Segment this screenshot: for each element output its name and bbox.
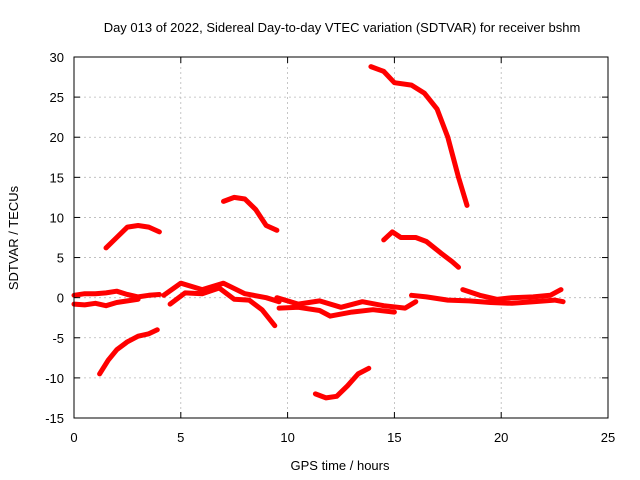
- series-arc-top: [368, 64, 470, 208]
- y-tick-label: -10: [45, 371, 64, 386]
- series-arc-mid-b: [167, 285, 278, 329]
- series-arc-baseline-d: [276, 304, 397, 319]
- x-tick-label: 5: [177, 430, 184, 445]
- series-arc-baseline-b: [71, 296, 141, 309]
- y-tick-label: 0: [57, 291, 64, 306]
- series-arc-baseline-f: [460, 287, 564, 302]
- series-arc-upper-right: [381, 229, 461, 270]
- y-tick-label: 20: [50, 130, 64, 145]
- series-arc-baseline-e: [409, 292, 566, 306]
- x-tick-label: 15: [387, 430, 401, 445]
- y-tick-label: -5: [52, 331, 64, 346]
- y-tick-label: 10: [50, 210, 64, 225]
- series-arc-baseline-a: [71, 288, 162, 300]
- series-arc-baseline-c: [274, 295, 419, 311]
- series-arc-upper-mid: [221, 194, 280, 233]
- series-layer: [71, 64, 566, 401]
- chart-title: Day 013 of 2022, Sidereal Day-to-day VTE…: [104, 20, 581, 35]
- plot-frame: [73, 56, 609, 419]
- series-arc-mid-a: [161, 280, 282, 305]
- y-tick-label: 30: [50, 50, 64, 65]
- x-axis-label: GPS time / hours: [291, 458, 390, 473]
- y-tick-label: 15: [50, 170, 64, 185]
- x-tick-label: 0: [70, 430, 77, 445]
- y-tick-label: 5: [57, 251, 64, 266]
- tick-layer: 0 5 10 15 20 25 30 25 20 15 10 5 0 -5 -10 -15: [45, 50, 615, 445]
- x-tick-label: 25: [601, 430, 615, 445]
- y-tick-label: -15: [45, 411, 64, 426]
- y-axis-label: SDTVAR / TECUs: [6, 185, 21, 290]
- series-arc-lower-left: [97, 327, 160, 377]
- series-arc-upper-left: [103, 223, 162, 251]
- x-tick-label: 20: [494, 430, 508, 445]
- y-tick-label: 25: [50, 90, 64, 105]
- grid-layer: [74, 57, 608, 418]
- series-arc-dip: [312, 365, 372, 401]
- x-tick-label: 10: [280, 430, 294, 445]
